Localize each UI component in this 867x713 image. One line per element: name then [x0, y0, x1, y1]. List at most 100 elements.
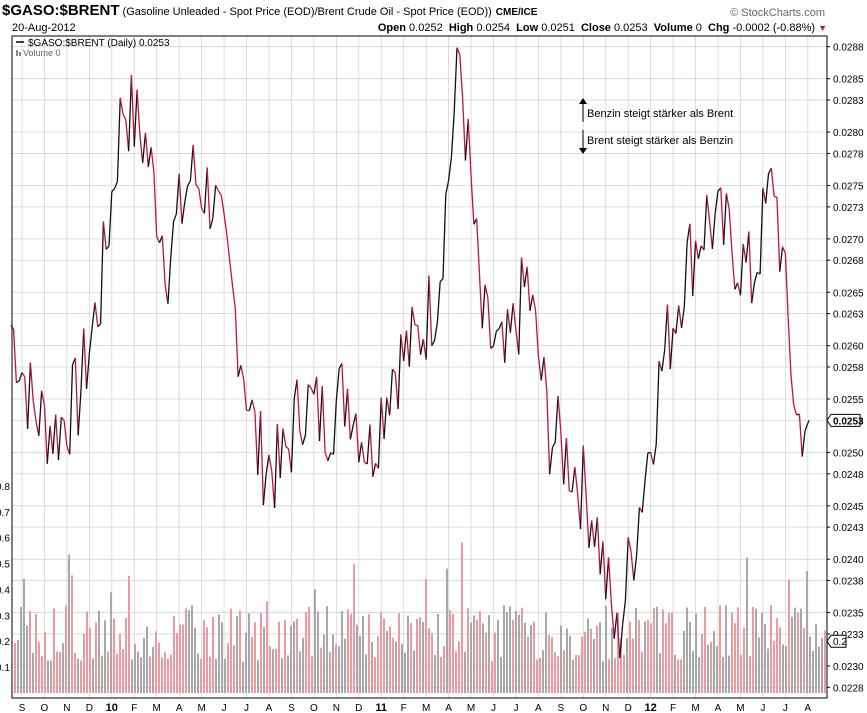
volume-bar — [62, 643, 64, 693]
volume-bar — [521, 607, 523, 693]
volume-bar — [290, 625, 292, 693]
price-segment — [529, 294, 534, 311]
last-price-label: 0.0253 — [833, 416, 864, 427]
price-segment — [537, 356, 542, 381]
x-tick-label: A — [804, 703, 811, 713]
price-segment — [739, 244, 744, 296]
volume-tick-label: 0.6 — [0, 534, 10, 545]
price-segment — [683, 242, 688, 307]
price-line — [10, 47, 810, 659]
volume-bar — [86, 611, 88, 693]
legend-volume: Volume 0 — [23, 48, 61, 58]
stockcharts-logo[interactable]: © StockCharts.com — [730, 7, 825, 19]
price-segment — [711, 213, 716, 249]
volume-bar — [176, 632, 178, 693]
volume-bar — [788, 579, 790, 693]
volume-bar — [437, 614, 439, 693]
volume-bar — [770, 605, 772, 693]
x-tick-label: D — [625, 703, 632, 713]
y-tick-label: 0.0260 — [833, 342, 864, 353]
price-segment — [307, 384, 312, 389]
volume-bar — [680, 659, 682, 693]
volume-bar — [518, 614, 520, 693]
volume-bar — [458, 641, 460, 693]
price-segment — [355, 413, 360, 463]
volume-bar — [122, 648, 124, 693]
volume-bar — [701, 633, 703, 693]
volume-bar — [632, 638, 634, 693]
price-segment — [692, 240, 697, 297]
volume-bar — [425, 578, 427, 693]
volume-bar — [230, 608, 232, 693]
price-segment — [506, 309, 511, 333]
volume-bar — [35, 614, 37, 693]
price-segment — [144, 132, 149, 167]
volume-bar — [443, 646, 445, 693]
price-segment — [450, 112, 455, 158]
price-segment — [579, 445, 584, 530]
volume-bar — [809, 636, 811, 693]
volume-bar — [302, 637, 304, 693]
price-segment — [268, 454, 273, 472]
x-tick-label: M — [691, 703, 699, 713]
price-segment — [299, 430, 304, 445]
y-tick-label: 0.0288 — [833, 43, 864, 54]
y-tick-label: 0.0278 — [833, 149, 864, 160]
price-segment — [770, 168, 775, 197]
volume-bar — [695, 613, 697, 693]
price-segment — [706, 195, 711, 222]
price-segment — [237, 365, 242, 377]
volume-label: Volume — [653, 22, 693, 34]
price-segment — [405, 330, 410, 367]
volume-bar — [635, 607, 637, 693]
volume-bar — [134, 644, 136, 693]
volume-bar — [164, 651, 166, 693]
price-segment — [787, 317, 792, 376]
volume-bar — [581, 636, 583, 693]
volume-bar — [575, 654, 577, 693]
price-segment — [394, 372, 399, 409]
annotation-down-text: Brent steigt stärker als Benzin — [587, 135, 733, 147]
volume-bar — [821, 637, 823, 693]
volume-bar — [80, 660, 82, 693]
volume-bar — [89, 627, 91, 693]
volume-bar — [725, 605, 727, 693]
volume-bar — [56, 651, 58, 693]
volume-bar — [341, 611, 343, 693]
volume-bar — [125, 618, 127, 693]
quote-date: 20-Aug-2012 — [12, 22, 76, 34]
volume-bar — [41, 656, 43, 693]
volume-bar — [245, 632, 247, 693]
volume-bar — [311, 655, 313, 693]
volume-bar — [377, 636, 379, 693]
annotation-up: Benzin steigt stärker als Brent — [579, 98, 733, 122]
volume-bar — [371, 641, 373, 693]
price-segment — [133, 89, 138, 147]
x-tick-label: N — [333, 703, 340, 713]
volume-bar — [674, 654, 676, 693]
price-segment — [734, 282, 739, 290]
volume-bar — [533, 621, 535, 693]
volume-bar — [449, 609, 451, 693]
volume-bar — [473, 615, 475, 693]
volume-bar — [815, 624, 817, 693]
price-segment — [46, 425, 51, 464]
volume-bar — [278, 621, 280, 693]
price-segment — [251, 399, 256, 413]
price-segment — [192, 144, 197, 185]
price-segment — [265, 454, 270, 474]
price-segment — [189, 144, 194, 181]
price-segment — [108, 191, 113, 246]
price-segment — [526, 266, 531, 311]
close-label: Close — [580, 22, 611, 34]
price-segment — [697, 245, 702, 259]
price-segment — [60, 416, 65, 421]
x-tick-label: A — [176, 703, 183, 713]
volume-bar — [416, 619, 418, 693]
volume-bar — [395, 641, 397, 693]
price-segment — [125, 119, 130, 152]
volume-bar — [14, 643, 16, 693]
volume-bar — [812, 650, 814, 693]
price-segment — [229, 260, 234, 286]
price-segment — [487, 297, 492, 349]
